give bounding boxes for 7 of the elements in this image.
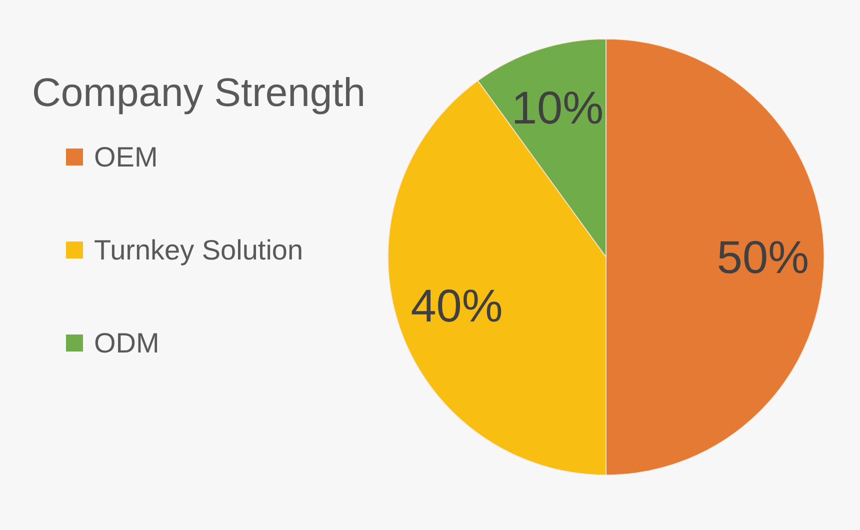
- data-label: 50%: [716, 231, 809, 283]
- data-label: 10%: [511, 82, 604, 134]
- text: Company Strength: [32, 71, 366, 115]
- legend-label: OEM: [94, 142, 158, 172]
- data-label: 40%: [410, 280, 503, 332]
- legend-label: ODM: [94, 328, 160, 358]
- legend-label: Turnkey Solution: [94, 234, 304, 266]
